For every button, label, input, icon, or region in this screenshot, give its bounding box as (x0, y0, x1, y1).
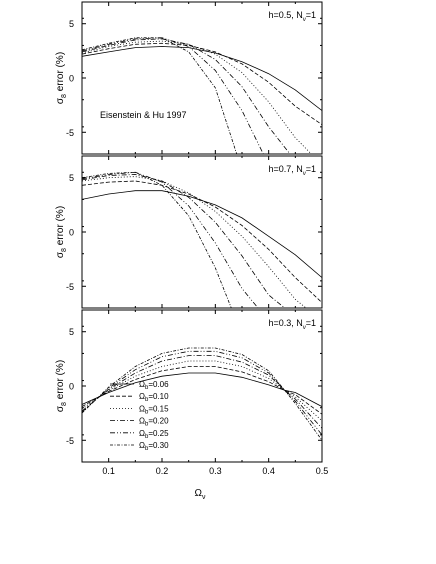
legend-label: Ωb=0.06 (139, 380, 169, 391)
legend-label: Ωb=0.25 (139, 429, 169, 440)
y-tick-label: 5 (69, 173, 74, 183)
series-line (82, 38, 291, 154)
y-tick-label: -5 (66, 282, 74, 292)
x-tick-label: 0.3 (209, 466, 222, 476)
legend-label: Ωb=0.20 (139, 417, 169, 428)
panel-annotation: h=0.7, Nν=1 (268, 164, 316, 177)
panel-middle: -5 0 5 h=0.7, Nν=1 σ8 error (%) (55, 155, 323, 309)
series-line (82, 355, 322, 429)
series-line (82, 37, 238, 154)
plot-frame (81, 309, 323, 463)
y-tick-label: -5 (66, 436, 74, 446)
plot-frame (81, 155, 323, 309)
series-line (82, 347, 322, 441)
series-line (82, 190, 322, 278)
y-axis-label: σ8 error (%) (55, 206, 68, 258)
legend-label: Ωb=0.30 (139, 441, 169, 452)
series-line (82, 46, 322, 111)
panel-top: -5 0 5 h=0.5, Nν=1 Eisenstein & Hu 1997 σ8 er… (55, 1, 323, 155)
plot-frame (81, 1, 323, 155)
series-line (82, 360, 322, 421)
series-line (82, 366, 322, 415)
y-tick-label: 0 (69, 382, 74, 392)
x-tick-label: 0.1 (102, 466, 115, 476)
y-tick-label: 0 (69, 228, 74, 238)
x-tick-label: 0.4 (262, 466, 275, 476)
series-line (82, 176, 307, 308)
panel-bottom: -5 0 5 0.1 0.2 0.3 0.4 0.5 h=0.3, Nν=1 σ8 error (… (55, 309, 329, 476)
y-tick-label: 5 (69, 327, 74, 337)
series-line (82, 37, 264, 154)
legend-label: Ωb=0.15 (139, 404, 169, 415)
series-line (82, 180, 322, 303)
series-line (82, 40, 312, 154)
x-tick-label: 0.2 (156, 466, 169, 476)
x-tick-label: 0.5 (316, 466, 329, 476)
panel-annotation: h=0.3, Nν=1 (268, 318, 316, 331)
y-tick-label: 0 (69, 74, 74, 84)
y-axis-label: σ8 error (%) (55, 360, 68, 412)
series-line (82, 350, 322, 436)
series-line (82, 174, 285, 308)
series-line (82, 171, 232, 308)
panel-annotation: h=0.5, Nν=1 (268, 10, 316, 23)
y-tick-label: -5 (66, 128, 74, 138)
y-tick-label: 5 (69, 19, 74, 29)
x-axis-label: Ων (195, 488, 206, 501)
series-line (82, 42, 322, 126)
legend-label: Ωb=0.10 (139, 392, 169, 403)
y-axis-label: σ8 error (%) (55, 52, 68, 104)
series-line (82, 372, 322, 407)
reference-label: Eisenstein & Hu 1997 (100, 110, 187, 120)
